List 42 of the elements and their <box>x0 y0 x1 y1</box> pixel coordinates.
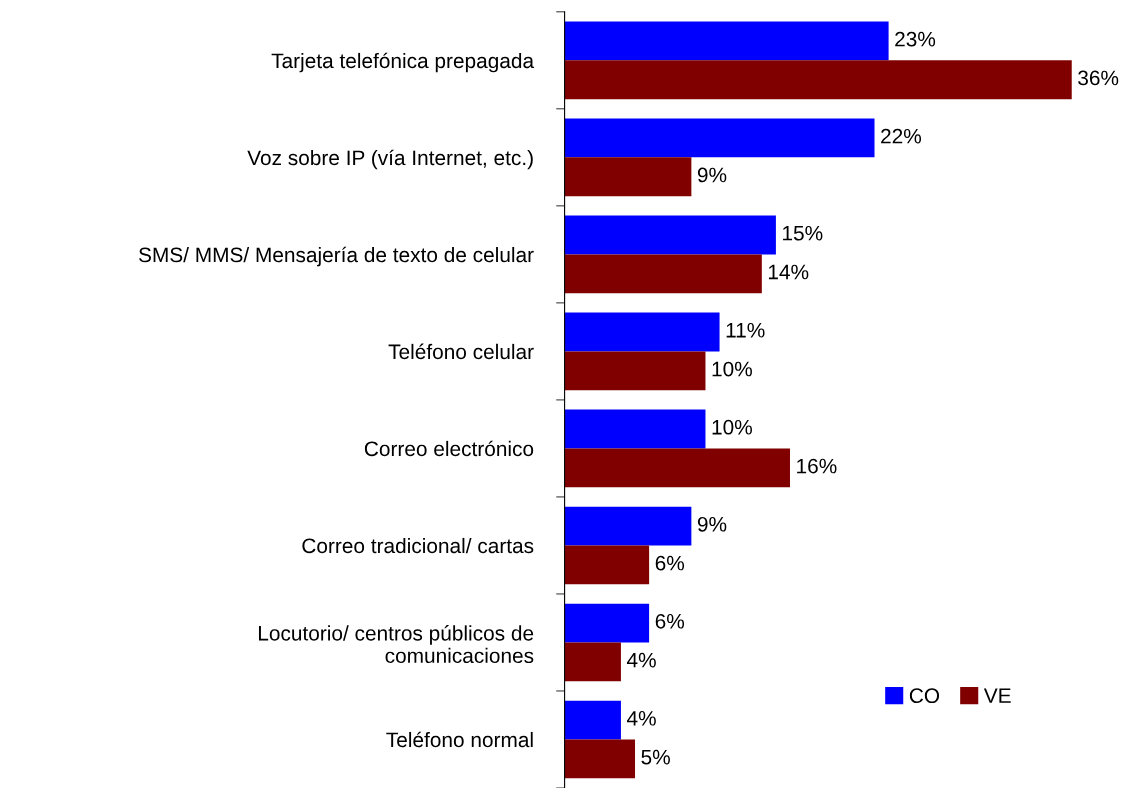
y-tick-label: Correo tradicional/ cartas <box>302 537 534 554</box>
data-label: 4% <box>626 711 656 726</box>
bar <box>564 157 692 197</box>
y-tick-label: Correo electrónico <box>364 440 534 457</box>
data-label: 10% <box>712 419 752 435</box>
data-label: 6% <box>655 613 685 629</box>
bar <box>564 215 776 255</box>
bar <box>564 60 1072 100</box>
bar <box>564 739 636 779</box>
bar <box>564 448 790 488</box>
y-tick-label: Locutorio/ centros públicos de comunicaciones <box>258 625 534 664</box>
bar <box>564 700 621 740</box>
bar <box>564 545 650 585</box>
data-label: 5% <box>641 749 670 765</box>
data-label: 11% <box>726 322 765 338</box>
y-tick-label: Teléfono normal <box>386 731 533 748</box>
data-label: 14% <box>768 264 809 280</box>
data-label: 36% <box>1078 70 1119 86</box>
y-tick-label: Voz sobre IP (vía Internet, etc.) <box>247 149 533 170</box>
bar <box>564 254 762 294</box>
legend-label: VE <box>983 688 1011 703</box>
bar <box>564 351 706 391</box>
data-label: 22% <box>881 128 922 144</box>
data-label: 9% <box>697 516 727 532</box>
data-label: 9% <box>697 167 727 183</box>
bar <box>564 409 706 449</box>
y-tick-label: Teléfono celular <box>388 343 534 360</box>
bar <box>564 603 650 643</box>
legend-label: CO <box>909 688 940 704</box>
data-label: 4% <box>626 652 656 668</box>
data-label: 15% <box>783 225 823 241</box>
y-tick-label: SMS/ MMS/ Mensajería de texto de celular <box>139 246 534 267</box>
bar <box>564 642 621 682</box>
y-tick-label: Tarjeta telefónica prepagada <box>271 52 535 73</box>
data-label: 16% <box>797 458 837 474</box>
bar <box>564 21 889 61</box>
bar <box>564 312 720 352</box>
bar <box>564 506 692 546</box>
data-label: 10% <box>712 361 752 377</box>
bar <box>564 118 875 158</box>
data-label: 6% <box>655 555 685 571</box>
data-label: 23% <box>895 31 936 47</box>
